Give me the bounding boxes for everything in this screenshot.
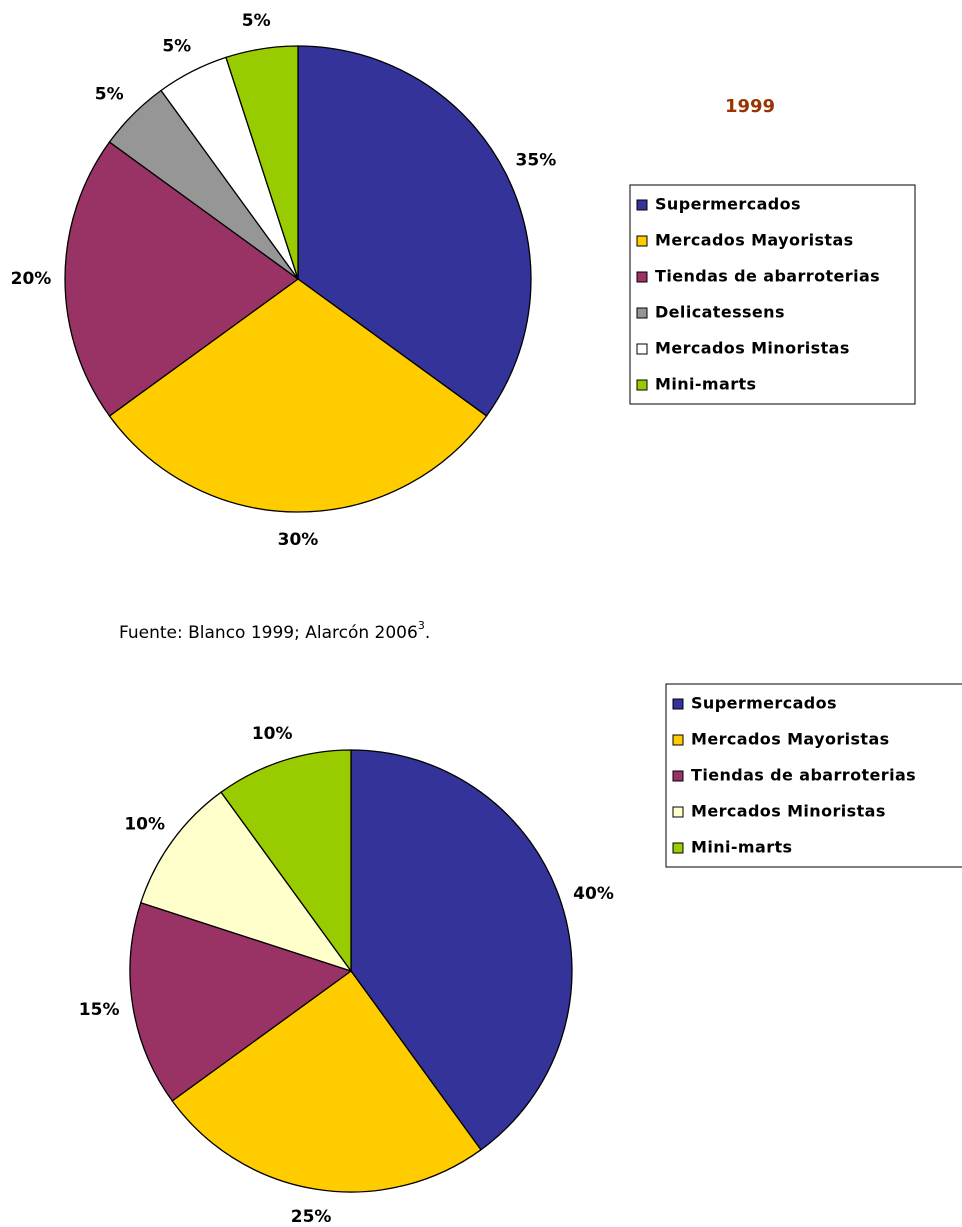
chart-title: 1999 (725, 96, 775, 117)
pie-slice (220, 749, 352, 974)
legend-label: Mercados Minoristas (691, 802, 886, 821)
source-note: 3 (418, 619, 425, 632)
data-label: 10% (124, 815, 165, 835)
pie-slice (139, 791, 353, 973)
legend-label: Mercados Mayoristas (691, 730, 890, 749)
legend-label: Mercados Mayoristas (655, 231, 854, 250)
legend-swatch (636, 235, 648, 247)
legend-box (629, 184, 916, 405)
source: Fuente: Blanco 1999; Alarcón 20063. (119, 619, 430, 643)
legend-swatch (636, 271, 648, 283)
legend-swatch (672, 842, 684, 854)
data-label: 35% (516, 151, 557, 171)
pie-chart: 200640%25%15%10%10%SupermercadosMercados… (79, 683, 962, 1227)
pie-slice (297, 45, 532, 417)
legend-label: Delicatessens (655, 303, 785, 322)
legend-swatch (636, 379, 648, 391)
pie-slice (350, 749, 573, 1151)
data-label: 5% (162, 36, 191, 56)
data-label: 15% (79, 1000, 120, 1020)
data-label: 10% (252, 724, 293, 744)
source-text: : Blanco 1999; Alarcón 2006 (177, 623, 418, 643)
legend-swatch (636, 307, 648, 319)
data-label: 20% (11, 269, 52, 289)
legend-swatch (672, 698, 684, 710)
pie-slice (171, 970, 482, 1193)
legend-swatch (672, 806, 684, 818)
pie-chart: 1999 35% 30% 20% 5% 5% 5% Supermercados Mercados… (11, 11, 916, 550)
legend-label: Supermercados (691, 694, 837, 713)
pie-slice (129, 901, 353, 1102)
data-label: 5% (242, 11, 271, 31)
source-label: Fuente (119, 623, 177, 643)
legend-label: Supermercados (655, 195, 801, 214)
legend-label: Tiendas de abarroterias (691, 766, 916, 785)
legend-swatch (672, 734, 684, 746)
legend-swatch (672, 770, 684, 782)
legend-swatch (636, 199, 648, 211)
pie-slice (108, 278, 488, 513)
data-label: 30% (278, 530, 319, 550)
data-label: 40% (573, 884, 614, 904)
legend-label: Mercados Minoristas (655, 339, 850, 358)
data-label: 25% (291, 1207, 332, 1227)
legend-label: Mini-marts (691, 838, 792, 857)
legend-label: Mini-marts (655, 375, 756, 394)
source-end: . (425, 623, 430, 643)
legend-box (665, 683, 962, 868)
legend-label: Tiendas de abarroterias (655, 267, 880, 286)
pie-slice (225, 45, 299, 280)
pie-slice (64, 141, 300, 417)
data-label: 5% (95, 84, 124, 104)
legend-swatch (636, 343, 648, 355)
